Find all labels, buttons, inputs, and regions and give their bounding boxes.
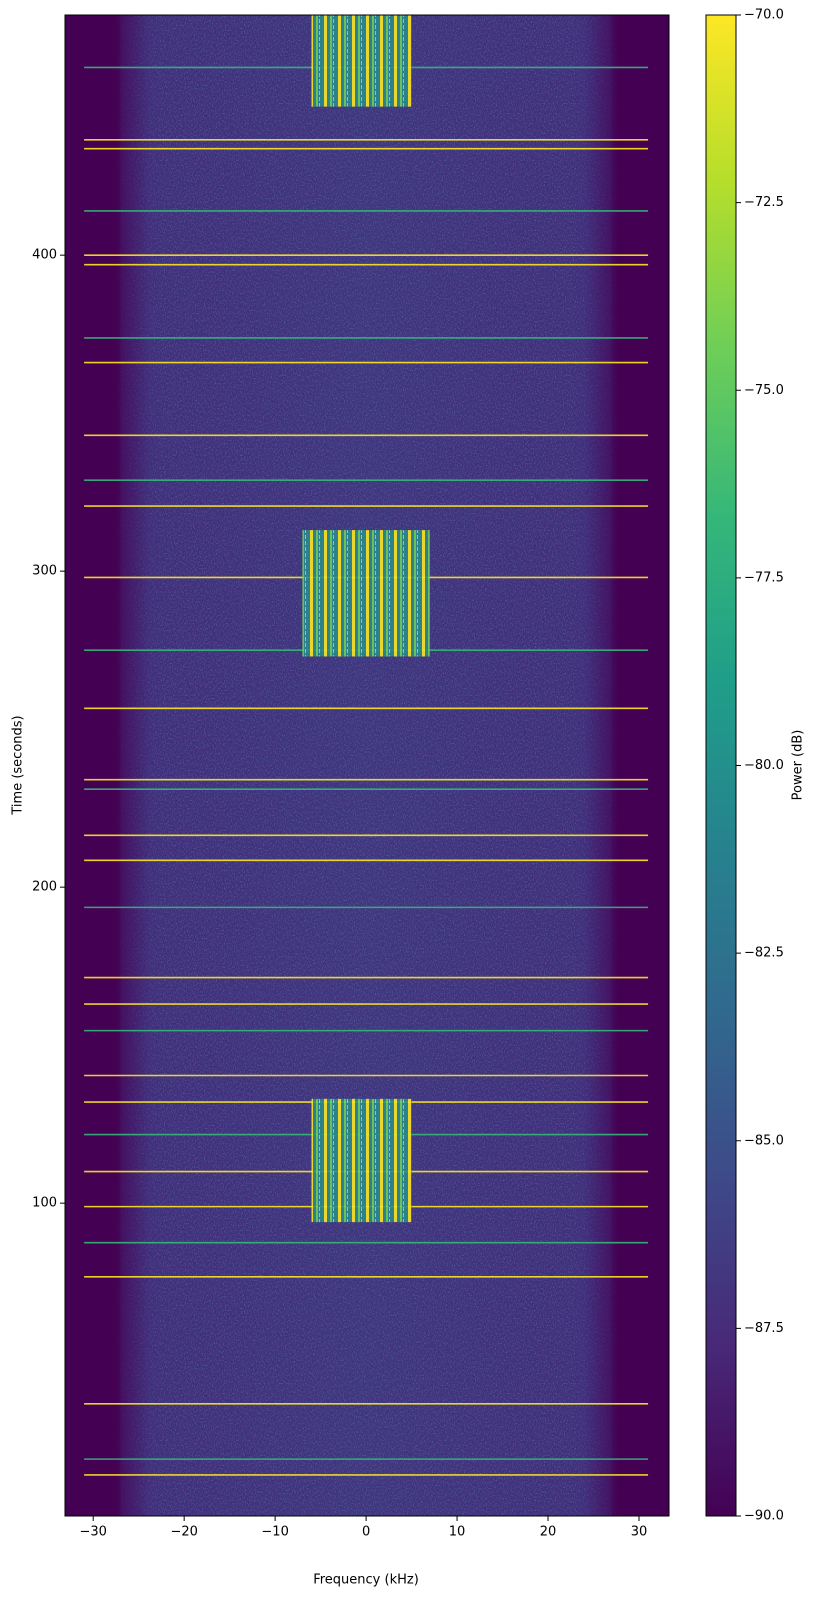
colorbar-tick-label: −80.0 (744, 758, 784, 773)
x-tick-label: 30 (631, 1525, 648, 1540)
x-tick-label: 0 (362, 1525, 370, 1540)
colorbar-tick-label: −72.5 (744, 195, 784, 210)
plot-area (65, 15, 669, 1516)
colorbar-tick-label: −82.5 (744, 946, 784, 961)
x-tick-label: −30 (79, 1525, 106, 1540)
noise-band (120, 15, 612, 1516)
colorbar-tick-label: −85.0 (744, 1133, 784, 1148)
y-tick-label: 200 (32, 880, 57, 895)
x-axis-label: Frequency (kHz) (313, 1573, 419, 1588)
colorbar-label: Power (dB) (791, 730, 806, 801)
y-tick-label: 300 (32, 564, 57, 579)
colorbar-tick-label: −77.5 (744, 570, 784, 585)
colorbar-tick-label: −90.0 (744, 1509, 784, 1524)
y-axis-label: Time (seconds) (11, 715, 26, 815)
colorbar-tick-label: −70.0 (744, 8, 784, 23)
y-tick-label: 400 (32, 248, 57, 263)
x-tick-label: 10 (449, 1525, 466, 1540)
colorbar (705, 14, 737, 1517)
colorbar-tick-label: −87.5 (744, 1321, 784, 1336)
plot-frame (64, 14, 670, 1517)
colorbar-tick-label: −75.0 (744, 383, 784, 398)
burst (302, 530, 430, 657)
y-tick-label: 100 (32, 1196, 57, 1211)
burst (311, 15, 412, 107)
x-tick-label: 20 (540, 1525, 557, 1540)
x-tick-label: −20 (170, 1525, 197, 1540)
burst (311, 1098, 412, 1223)
x-tick-label: −10 (261, 1525, 288, 1540)
